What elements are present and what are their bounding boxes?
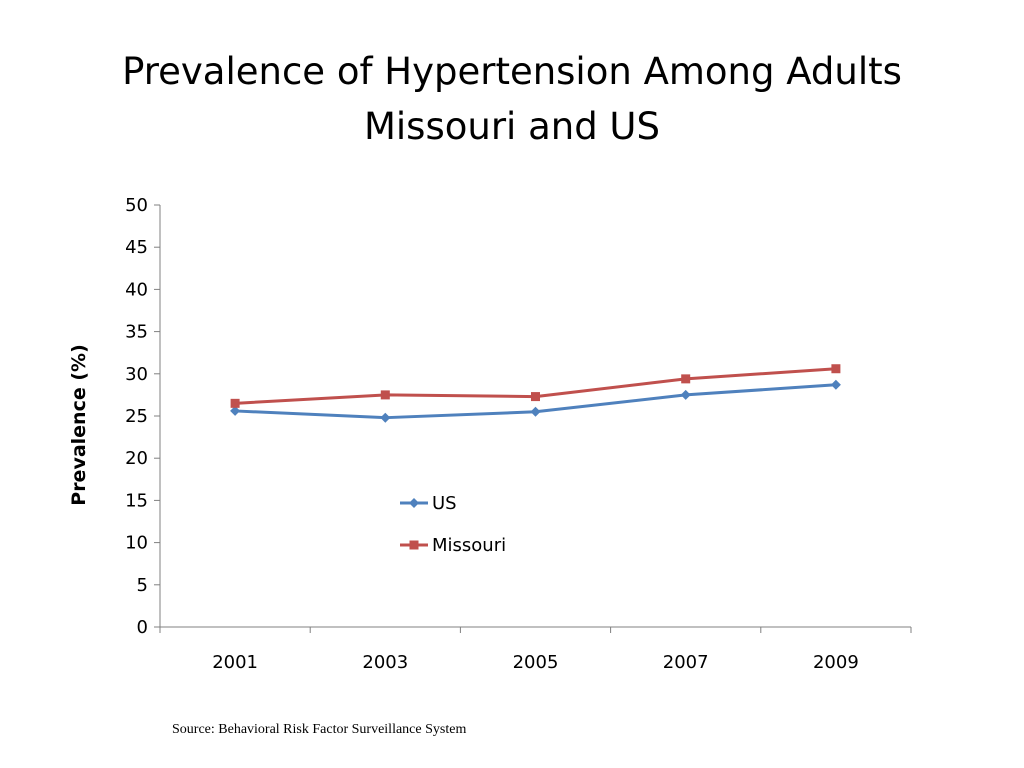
legend-swatch-marker [409, 540, 419, 550]
y-axis-title: Prevalence (%) [68, 344, 90, 505]
x-tick-label: 2003 [362, 652, 408, 673]
data-point-missouri [531, 392, 540, 402]
legend-label: US [432, 493, 457, 514]
y-tick-label: 35 [125, 322, 148, 343]
data-point-missouri [831, 364, 841, 374]
data-point-us [680, 389, 691, 400]
y-tick-label: 20 [125, 448, 148, 469]
y-tick-label: 10 [125, 533, 148, 554]
y-tick-label: 30 [125, 364, 148, 385]
x-tick-label: 2001 [212, 652, 258, 673]
legend-swatch-marker [409, 498, 419, 508]
y-tick-label: 25 [125, 406, 148, 427]
axes: 0 5 10 15 20 25 30 35 40 45 50 2001 2003 2005 2007 2009 [125, 195, 912, 673]
y-tick-label: 0 [137, 617, 148, 638]
y-tick-label: 5 [137, 575, 148, 596]
title-line-1: Prevalence of Hypertension Among Adults [122, 50, 902, 93]
x-tick-label: 2005 [513, 652, 559, 673]
y-tick-label: 45 [125, 237, 148, 258]
data-point-us [530, 406, 541, 417]
series-layer [230, 364, 841, 423]
x-tick-label: 2007 [663, 652, 709, 673]
y-tick-label: 50 [125, 195, 148, 216]
data-point-missouri [681, 374, 691, 384]
series-us [230, 379, 841, 423]
series-missouri [230, 364, 841, 408]
data-point-us [230, 405, 241, 416]
legend-label: Missouri [432, 535, 506, 556]
source-note: Source: Behavioral Risk Factor Surveilla… [172, 722, 467, 737]
y-tick-label: 40 [125, 279, 148, 300]
title-line-2: Missouri and US [363, 105, 661, 148]
data-point-missouri [230, 398, 240, 408]
slide-title: Prevalence of Hypertension Among Adults … [0, 44, 1024, 154]
x-tick-label: 2009 [813, 652, 859, 673]
legend: US Missouri [400, 493, 506, 556]
y-tick-label: 15 [125, 490, 148, 511]
data-point-us [380, 412, 391, 423]
data-point-missouri [380, 390, 390, 400]
data-point-us [830, 379, 841, 390]
legend-entry-missouri: Missouri [400, 535, 506, 556]
legend-entry-us: US [400, 493, 457, 514]
